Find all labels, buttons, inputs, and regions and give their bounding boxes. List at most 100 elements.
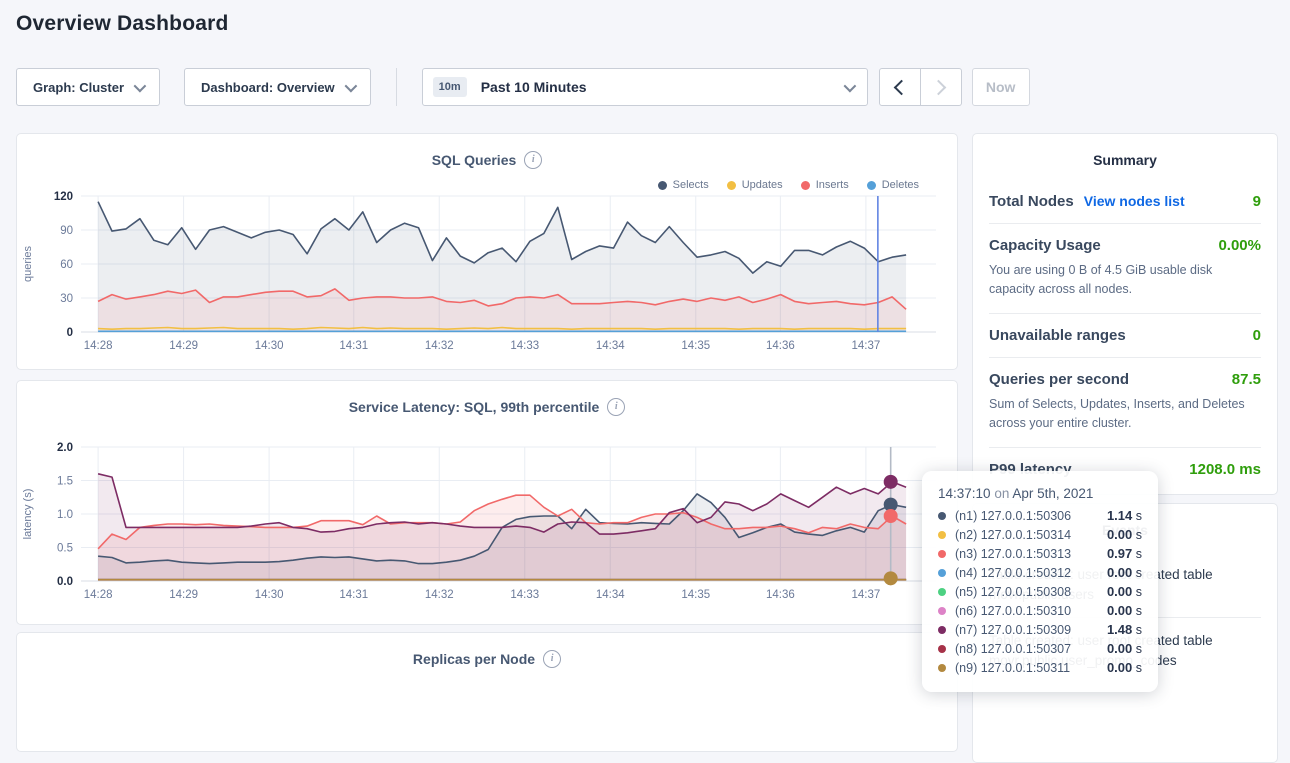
dashboard-select-label: Dashboard: Overview	[201, 79, 335, 95]
svg-text:14:35: 14:35	[681, 589, 710, 601]
view-nodes-list-link[interactable]: View nodes list	[1083, 193, 1185, 209]
sql-queries-chart[interactable]: 0 30 60 90 120 14:28 14:29 14:30 14:31 14:32 14:33…	[17, 186, 957, 358]
service-latency-chart[interactable]: 0.0 0.5 1.0 1.5 2.0 14:28 14:29 14:30 14:31 14:32…	[17, 437, 957, 607]
tooltip-node-row: (n9) 127.0.0.1:50311 0.00 s	[938, 660, 1142, 675]
stat-label: Total Nodes	[989, 193, 1074, 210]
summary-heading: Summary	[1093, 152, 1157, 168]
stat-description: Sum of Selects, Updates, Inserts, and De…	[989, 396, 1245, 431]
svg-text:14:36: 14:36	[766, 340, 795, 352]
node-color-dot	[938, 511, 946, 520]
legend-dot	[657, 180, 667, 190]
replicas-chart-title: Replicas per Node	[412, 651, 536, 667]
svg-text:120: 120	[54, 191, 73, 203]
node-latency-value: 0.00 s	[1106, 603, 1142, 618]
node-address: (n8) 127.0.0.1:50307	[955, 641, 1072, 656]
node-color-dot	[938, 663, 946, 672]
stat-value: 0.00%	[1218, 237, 1261, 254]
svg-text:14:31: 14:31	[339, 589, 368, 601]
chart-hover-tooltip: 14:37:10 on Apr 5th, 2021 (n1) 127.0.0.1…	[922, 471, 1158, 692]
node-color-dot	[938, 606, 946, 615]
svg-text:14:30: 14:30	[255, 340, 284, 352]
svg-text:14:37: 14:37	[851, 340, 880, 352]
legend-label: Selects	[672, 179, 709, 191]
graph-scope-label: Graph: Cluster	[33, 79, 125, 95]
node-latency-value: 1.14 s	[1106, 508, 1142, 523]
legend-item-deletes[interactable]: Deletes	[866, 179, 919, 191]
info-icon[interactable]: i	[543, 650, 562, 668]
replicas-per-node-panel: Replicas per Node i	[16, 632, 958, 752]
legend-dot	[800, 180, 810, 190]
tooltip-node-row: (n2) 127.0.0.1:50314 0.00 s	[938, 527, 1142, 542]
stat-value: 0	[1252, 326, 1261, 344]
node-color-dot	[938, 644, 946, 653]
svg-text:90: 90	[60, 225, 73, 237]
page-title: Overview Dashboard	[16, 12, 229, 35]
svg-text:1.0: 1.0	[57, 509, 73, 521]
node-address: (n3) 127.0.0.1:50313	[955, 546, 1072, 561]
time-next-button-disabled[interactable]	[920, 68, 962, 106]
controls-divider	[395, 68, 397, 106]
dashboard-select-dropdown[interactable]: Dashboard: Overview	[184, 68, 371, 106]
stat-capacity-usage: Capacity Usage 0.00% You are using 0 B o…	[989, 223, 1261, 313]
svg-text:14:33: 14:33	[510, 589, 539, 601]
node-latency-value: 1.48 s	[1106, 622, 1142, 637]
time-range-badge: 10m	[432, 77, 467, 97]
svg-text:14:28: 14:28	[84, 589, 113, 601]
legend-item-updates[interactable]: Updates	[726, 179, 783, 191]
legend-label: Deletes	[881, 179, 919, 191]
sql-queries-chart-svg: 0 30 60 90 120 14:28 14:29 14:30 14:31 14:32 14:33…	[22, 191, 936, 352]
legend-label: Inserts	[815, 179, 849, 191]
node-address: (n9) 127.0.0.1:50311	[955, 660, 1071, 675]
time-range-dropdown[interactable]: 10m Past 10 Minutes	[421, 68, 868, 106]
service-latency-panel: Service Latency: SQL, 99th percentile i …	[16, 380, 958, 625]
legend-item-inserts[interactable]: Inserts	[800, 179, 849, 191]
svg-text:14:32: 14:32	[425, 340, 454, 352]
svg-text:14:33: 14:33	[510, 340, 539, 352]
svg-text:14:37: 14:37	[851, 589, 880, 601]
node-latency-value: 0.00 s	[1106, 660, 1142, 675]
tooltip-node-row: (n5) 127.0.0.1:50308 0.00 s	[938, 584, 1142, 599]
node-color-dot	[938, 530, 946, 539]
info-icon[interactable]: i	[607, 398, 626, 416]
chevron-down-icon	[843, 79, 856, 92]
now-button-disabled[interactable]: Now	[971, 68, 1030, 106]
node-color-dot	[938, 587, 946, 596]
svg-text:14:36: 14:36	[766, 589, 795, 601]
chevron-left-icon	[893, 79, 910, 95]
stat-description: You are using 0 B of 4.5 GiB usable disk…	[989, 263, 1213, 297]
svg-text:14:29: 14:29	[169, 340, 198, 352]
tooltip-node-row: (n4) 127.0.0.1:50312 0.00 s	[938, 565, 1142, 580]
stat-label: Unavailable ranges	[989, 326, 1126, 344]
node-address: (n4) 127.0.0.1:50312	[955, 565, 1072, 580]
svg-text:1.5: 1.5	[57, 476, 73, 488]
node-color-dot	[938, 625, 946, 634]
node-address: (n2) 127.0.0.1:50314	[955, 527, 1072, 542]
legend-dot	[866, 180, 876, 190]
svg-text:2.0: 2.0	[57, 442, 73, 454]
time-prev-button[interactable]	[878, 68, 921, 106]
svg-text:30: 30	[60, 293, 73, 305]
service-latency-chart-svg: 0.0 0.5 1.0 1.5 2.0 14:28 14:29 14:30 14:31 14:32…	[22, 442, 936, 601]
tooltip-node-row: (n7) 127.0.0.1:50309 1.48 s	[938, 622, 1142, 637]
info-icon[interactable]: i	[524, 151, 543, 169]
chevron-right-icon	[930, 79, 947, 95]
summary-panel: Summary Total Nodes View nodes list 9 Ca…	[972, 133, 1278, 495]
svg-text:14:34: 14:34	[596, 589, 625, 601]
graph-scope-dropdown[interactable]: Graph: Cluster	[16, 68, 161, 106]
stat-unavailable-ranges: Unavailable ranges 0	[989, 312, 1261, 357]
service-latency-chart-title: Service Latency: SQL, 99th percentile	[348, 399, 600, 415]
tooltip-node-row: (n3) 127.0.0.1:50313 0.97 s	[938, 546, 1142, 561]
stat-label: Capacity Usage	[989, 237, 1101, 254]
svg-text:0: 0	[67, 327, 73, 339]
svg-text:14:32: 14:32	[425, 589, 454, 601]
node-latency-value: 0.00 s	[1106, 565, 1142, 580]
node-latency-value: 0.00 s	[1106, 584, 1142, 599]
stat-value: 87.5	[1231, 370, 1261, 388]
legend-item-selects[interactable]: Selects	[657, 179, 709, 191]
stat-label: Queries per second	[989, 370, 1130, 388]
node-address: (n1) 127.0.0.1:50306	[955, 508, 1072, 523]
tooltip-timestamp: 14:37:10 on Apr 5th, 2021	[938, 486, 1094, 501]
legend-label: Updates	[741, 179, 783, 191]
chevron-down-icon	[344, 79, 357, 92]
svg-text:14:29: 14:29	[169, 589, 198, 601]
